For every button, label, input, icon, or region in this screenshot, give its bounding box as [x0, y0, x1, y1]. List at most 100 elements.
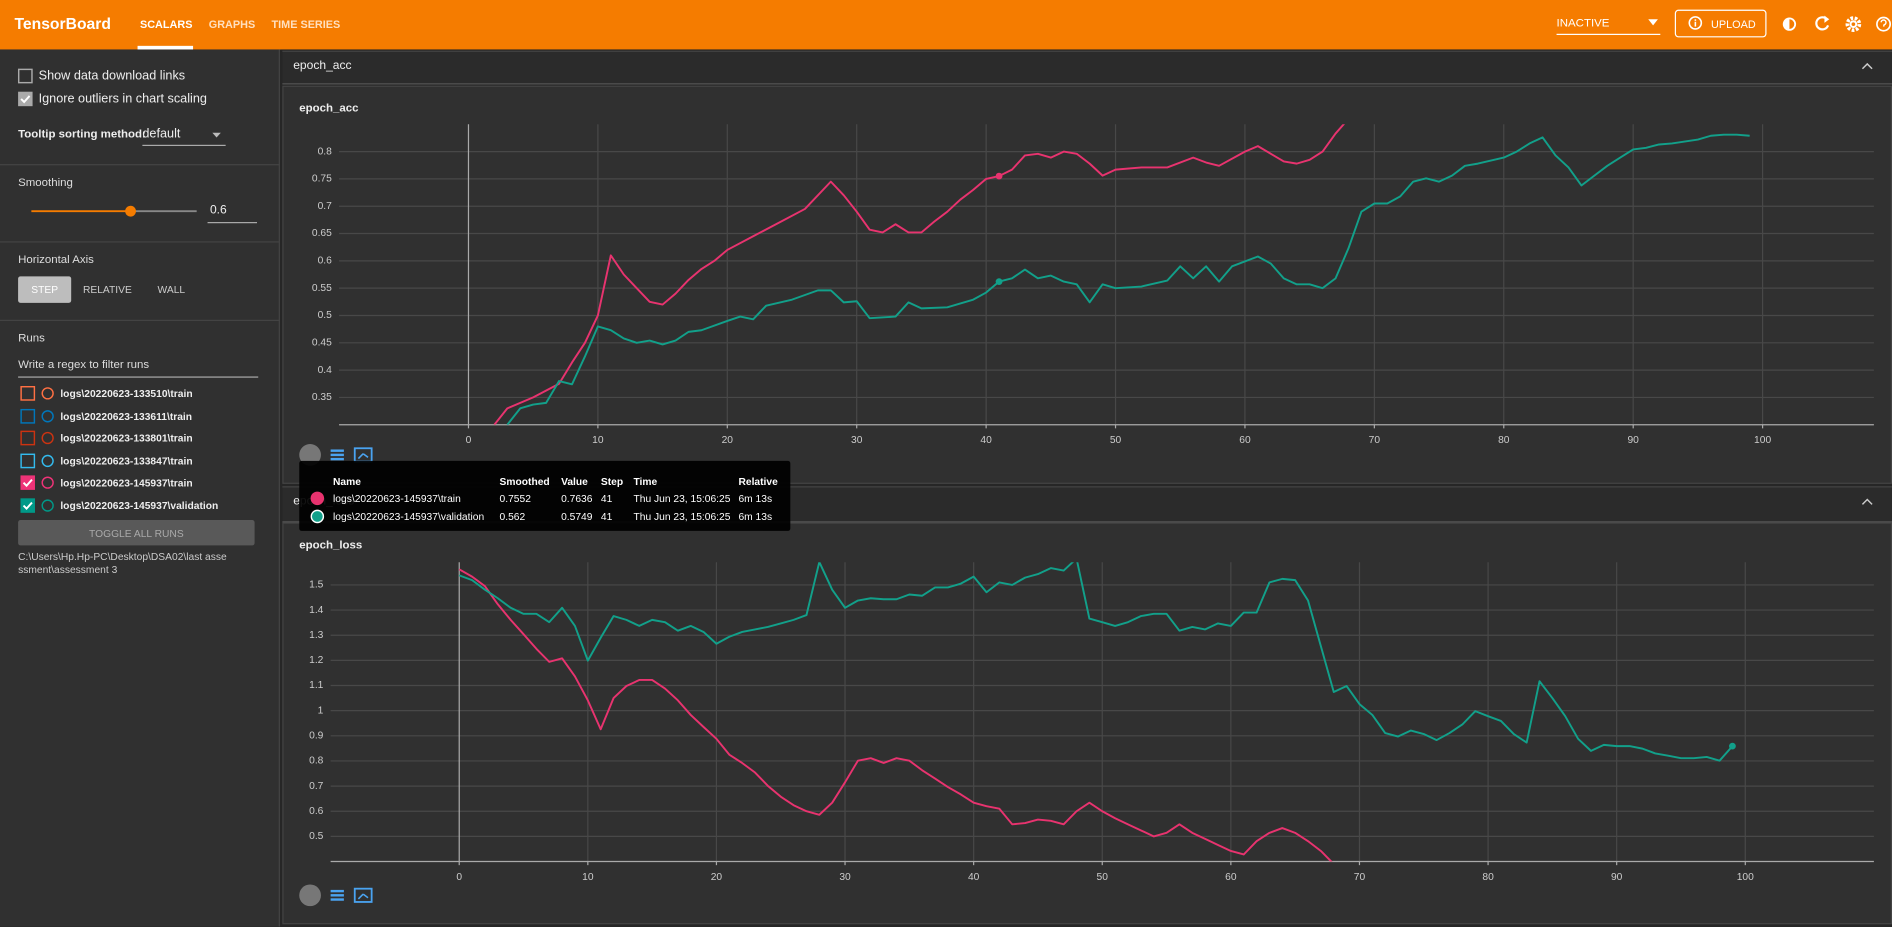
tooltip-header: Value	[561, 475, 588, 488]
plot-area	[493, 124, 1750, 425]
x-tick-label: 20	[711, 872, 723, 883]
tooltip-cell: 0.7636	[561, 492, 593, 505]
fit-arrows	[357, 893, 369, 900]
x-tick-label: 50	[1110, 435, 1122, 446]
option-label[interactable]: Show data download links	[38, 68, 186, 84]
smoothing-slider[interactable]	[31, 204, 198, 218]
x-tick-label: 80	[1482, 872, 1494, 883]
fit-icon	[353, 887, 373, 903]
run-name[interactable]: logs\20220623-133801\train	[60, 432, 193, 445]
line-chart: epoch_acc 0.35 0.4 0.45 0.5 0.55 0.6 0.65 0.7 0.7…	[299, 103, 1874, 466]
x-tick-label: 30	[851, 435, 863, 446]
chart-title: epoch_acc	[299, 103, 359, 115]
dropdown-caret	[1648, 19, 1658, 26]
option-checkbox[interactable]	[18, 91, 33, 107]
info-icon	[1688, 16, 1703, 30]
tooltip-cell: 6m 13s	[738, 510, 773, 523]
info-bar	[1694, 21, 1697, 27]
x-tick-label: 40	[980, 435, 992, 446]
run-color[interactable]	[41, 453, 55, 467]
fit-icon	[353, 447, 373, 463]
list-icon	[330, 889, 344, 893]
run-name[interactable]: logs\20220623-133847\train	[60, 454, 193, 467]
checkbox-fill	[20, 475, 35, 491]
x-tick-label: 80	[1498, 435, 1510, 446]
collapse-icon[interactable]	[1861, 498, 1873, 505]
top-bar	[0, 0, 1892, 50]
section-header[interactable]	[282, 50, 1892, 85]
run-checkbox[interactable]	[20, 498, 35, 513]
y-tick-label: 1.3	[309, 630, 324, 641]
section-title: epoch_acc	[293, 59, 352, 73]
x-tick-label: 40	[968, 872, 980, 883]
upload-label[interactable]: UPLOAD	[1711, 17, 1756, 30]
run-name[interactable]: logs\20220623-133611\train	[60, 409, 193, 422]
y-tick-label: 0.5	[318, 310, 333, 321]
tooltip-cell: 6m 13s	[738, 492, 773, 505]
axis-button[interactable]: STEP	[31, 283, 59, 296]
run-name[interactable]: logs\20220623-145937\validation	[60, 499, 219, 512]
tooltip-header: Step	[600, 475, 624, 488]
axis-button[interactable]: RELATIVE	[82, 283, 132, 296]
nav-tab[interactable]: GRAPHS	[208, 18, 256, 31]
nav-tab[interactable]: TIME SERIES	[271, 18, 341, 31]
run-filter[interactable]: Write a regex to filter runs	[18, 358, 150, 372]
collapse-icon[interactable]	[1861, 62, 1873, 70]
axis-button[interactable]: WALL	[157, 283, 186, 296]
toggle-label[interactable]: TOGGLE ALL RUNS	[89, 526, 184, 539]
run-color[interactable]	[41, 386, 55, 400]
y-tick-label: 0.9	[309, 731, 324, 742]
run-color[interactable]	[41, 476, 55, 490]
value-underline	[207, 222, 258, 224]
chart-title: epoch_loss	[299, 539, 362, 551]
option-checkbox[interactable]	[17, 68, 33, 84]
run-status[interactable]: INACTIVE	[1556, 16, 1610, 31]
tooltip-swatch	[310, 509, 325, 524]
y-tick-label: 1.5	[309, 580, 324, 591]
run-checkbox[interactable]	[20, 430, 36, 446]
y-tick-label: 0.8	[309, 756, 324, 767]
run-color[interactable]	[41, 498, 55, 512]
option-label[interactable]: Ignore outliers in chart scaling	[38, 91, 207, 107]
run-checkbox[interactable]	[20, 453, 36, 469]
run-checkbox[interactable]	[20, 475, 35, 491]
settings-icon	[1845, 16, 1862, 32]
list-icon	[330, 453, 344, 457]
x-tick-label: 90	[1611, 872, 1623, 883]
divider	[0, 164, 280, 166]
run-name[interactable]: logs\20220623-133510\train	[60, 387, 193, 400]
upload-button[interactable]	[1674, 9, 1767, 38]
checkbox-box	[20, 408, 36, 424]
run-color-circle	[41, 432, 54, 445]
list-icon	[330, 898, 344, 901]
smoothing-label: Smoothing	[18, 176, 73, 190]
toggle-button[interactable]	[18, 520, 255, 546]
x-tick-label: 50	[1097, 872, 1109, 883]
x-tick-label: 100	[1737, 872, 1754, 883]
axis-button-active[interactable]	[18, 276, 72, 303]
run-checkbox[interactable]	[20, 408, 36, 424]
settings-hole	[1851, 22, 1856, 26]
y-tick-label: 1	[318, 705, 324, 716]
smoothing-value[interactable]: 0.6	[209, 203, 227, 218]
run-color[interactable]	[41, 409, 55, 423]
checkbox-box	[20, 386, 36, 401]
select-underline	[142, 144, 226, 147]
swatch-circle	[310, 509, 325, 524]
hover-point	[1729, 742, 1736, 750]
run-color[interactable]	[41, 431, 55, 445]
sort-select[interactable]: default	[142, 126, 181, 142]
nav-tab[interactable]: SCALARS	[139, 18, 193, 31]
y-tick-label: 1.4	[309, 605, 324, 616]
active-tab-indicator	[137, 45, 194, 50]
run-checkbox[interactable]	[20, 386, 36, 401]
list-icon	[330, 457, 344, 461]
tooltip-cell: 41	[600, 492, 613, 505]
run-name[interactable]: logs\20220623-145937\train	[60, 477, 193, 490]
toolbar-icons[interactable]	[1779, 14, 1892, 33]
checkbox-fill	[20, 498, 35, 513]
y-tick-label: 0.4	[318, 365, 333, 376]
run-color-circle	[41, 387, 54, 400]
run-color-circle	[41, 409, 54, 422]
